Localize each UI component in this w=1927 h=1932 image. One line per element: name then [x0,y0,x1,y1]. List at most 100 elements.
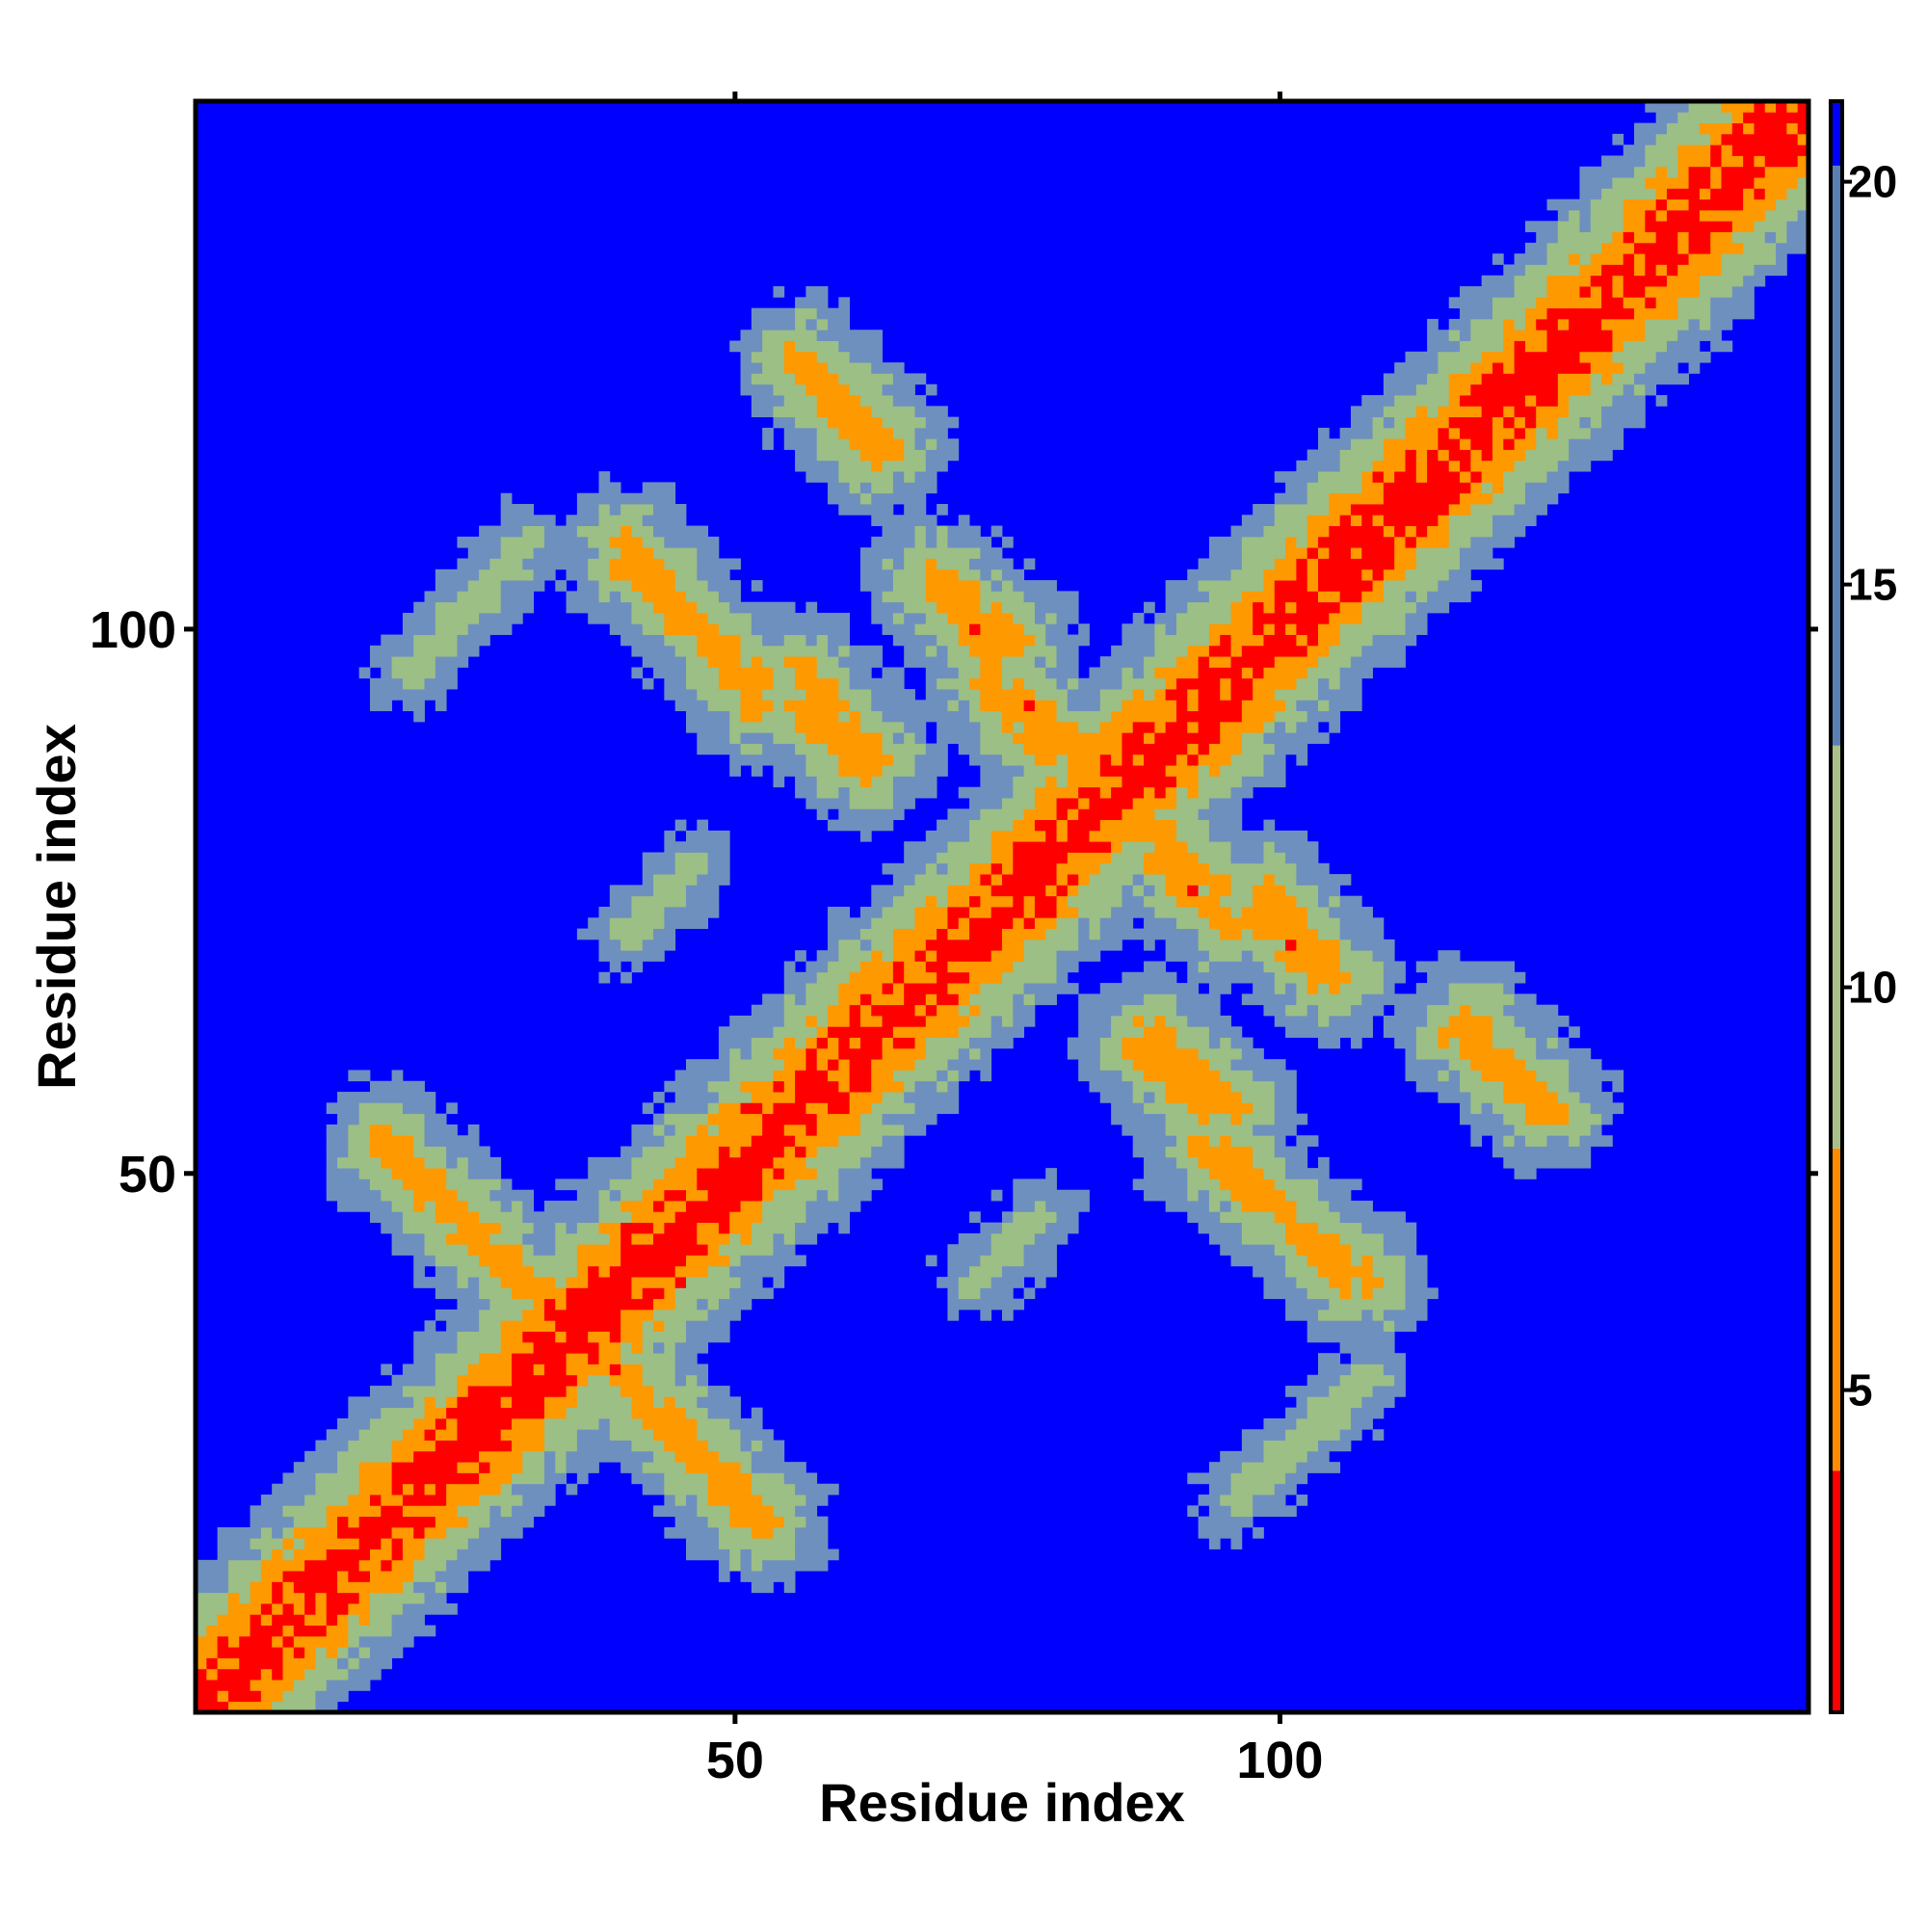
heatmap-cell [446,601,458,614]
heatmap-cell [828,776,839,788]
heatmap-cell [980,1255,992,1267]
heatmap-cell [543,1232,556,1245]
heatmap-cell [381,1450,392,1463]
heatmap-cell [489,1353,502,1364]
heatmap-cell [740,1548,752,1561]
heatmap-cell [1099,1037,1112,1049]
heatmap-cell [369,1135,382,1147]
heatmap-cell [1165,601,1177,614]
heatmap-cell [457,558,469,570]
heatmap-cell [838,504,851,516]
heatmap-cell [914,612,927,624]
heatmap-cell [882,373,894,385]
heatmap-cell [642,1374,654,1387]
heatmap-cell [1230,917,1243,929]
heatmap-cell [1241,1495,1254,1506]
heatmap-cell [1132,907,1145,918]
heatmap-cell [838,1222,851,1234]
heatmap-cell [337,1168,349,1179]
heatmap-cell [1045,580,1057,592]
heatmap-cell [697,1146,709,1158]
heatmap-cell [598,612,611,624]
heatmap-cell [588,1287,599,1300]
heatmap-cell [664,1255,676,1267]
heatmap-cell [1089,677,1101,690]
heatmap-cell [990,689,1003,701]
heatmap-cell [751,1201,763,1212]
heatmap-cell [576,928,589,940]
heatmap-cell [816,798,829,809]
heatmap-cell [598,1331,611,1343]
heatmap-cell [1175,830,1188,842]
heatmap-cell [435,1146,447,1158]
heatmap-cell [1002,874,1014,886]
heatmap-cell [1187,1080,1199,1093]
heatmap-cell [598,1211,611,1224]
heatmap-cell [642,1298,654,1310]
heatmap-cell [489,569,502,581]
heatmap-cell [838,1113,851,1125]
heatmap-cell [402,1526,414,1539]
heatmap-cell [1187,852,1199,864]
heatmap-cell [859,754,872,766]
heatmap-cell [1089,841,1101,853]
heatmap-cell [588,1417,599,1430]
heatmap-cell [1144,841,1155,853]
heatmap-cell [326,1495,338,1506]
heatmap-cell [762,1559,774,1572]
heatmap-cell [773,1102,785,1115]
heatmap-cell [424,1363,436,1376]
heatmap-cell [904,732,915,744]
heatmap-cell [828,340,839,353]
heatmap-cell [914,591,927,603]
heatmap-cell [958,885,970,897]
heatmap-cell [795,1124,806,1136]
heatmap-cell [937,885,948,897]
heatmap-cell [500,504,513,516]
heatmap-cell [609,504,621,516]
heatmap-cell [489,1310,502,1321]
heatmap-cell [543,1341,556,1354]
heatmap-cell [925,656,937,668]
heatmap-cell [446,1526,458,1539]
heatmap-cell [1165,983,1177,994]
heatmap-cell [958,634,970,647]
heatmap-cell [729,1450,741,1463]
heatmap-cell [838,689,851,701]
heatmap-cell [522,1407,535,1419]
heatmap-cell [424,1211,436,1224]
heatmap-cell [783,1255,796,1267]
heatmap-cell [937,852,948,864]
heatmap-cell [522,1450,535,1463]
heatmap-cell [413,1625,425,1637]
heatmap-cell [522,569,535,581]
heatmap-cell [904,580,915,592]
heatmap-cell [969,1298,981,1310]
heatmap-cell [555,1331,567,1343]
heatmap-cell [1165,776,1177,788]
heatmap-cell [783,1047,796,1060]
heatmap-cell [1187,961,1199,973]
heatmap-cell [250,1680,262,1691]
heatmap-cell [358,1168,371,1179]
heatmap-cell [435,1603,447,1615]
heatmap-cell [980,1265,992,1278]
heatmap-cell [1078,1201,1090,1212]
heatmap-cell [609,601,621,614]
heatmap-cell [925,1113,937,1125]
heatmap-cell [697,1232,709,1245]
heatmap-cell [947,1298,960,1310]
heatmap-cell [260,1548,273,1561]
heatmap-cell [892,798,905,809]
heatmap-cell [1241,1222,1254,1234]
heatmap-cell [1220,1222,1231,1234]
heatmap-cell [980,558,992,570]
heatmap-cell [1089,819,1101,832]
heatmap-cell [1165,1070,1177,1082]
heatmap-cell [424,1407,436,1419]
heatmap-cell [358,1135,371,1147]
heatmap-cell [1023,1222,1036,1234]
heatmap-cell [653,1146,665,1158]
heatmap-cell [914,580,927,592]
heatmap-cell [740,1124,752,1136]
